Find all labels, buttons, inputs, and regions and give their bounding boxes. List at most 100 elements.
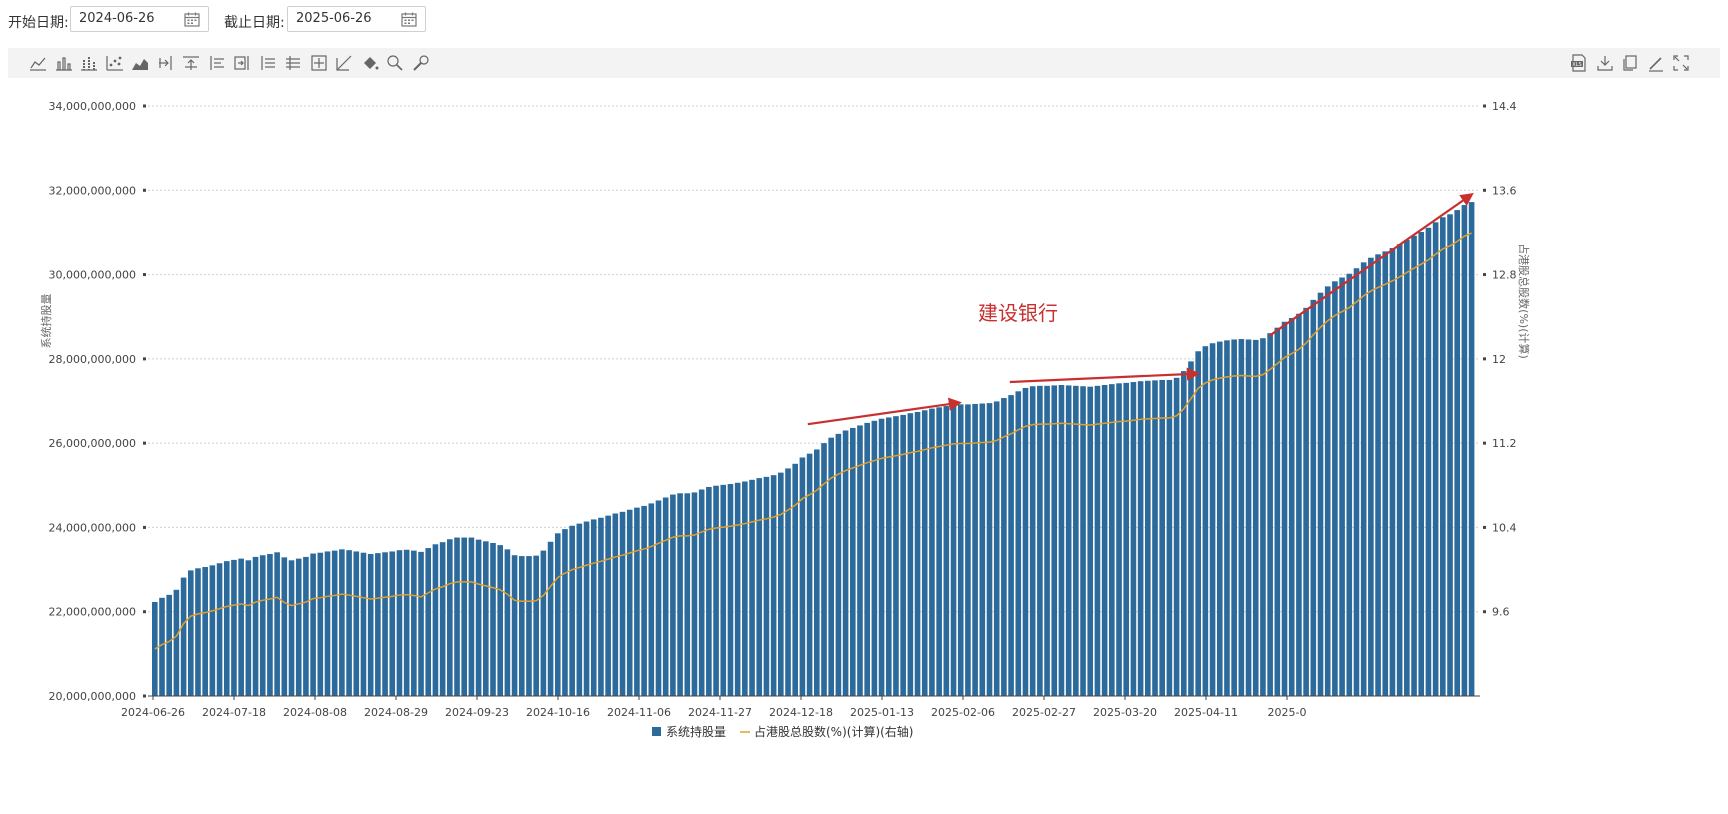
copy-icon[interactable]	[1621, 54, 1639, 72]
holding-bar	[821, 443, 827, 696]
holding-bar	[483, 541, 489, 696]
holding-bar	[1353, 268, 1360, 696]
trend-icon[interactable]	[335, 54, 353, 72]
holding-bar	[274, 552, 280, 696]
holding-bar	[382, 552, 388, 696]
holding-bar	[360, 552, 367, 696]
holding-bar	[1152, 380, 1158, 696]
holding-bar	[1044, 385, 1050, 696]
right-tick-mark	[1483, 273, 1486, 277]
holding-bar	[526, 556, 532, 696]
calendar-icon[interactable]	[401, 12, 417, 27]
holding-bar	[1180, 371, 1187, 696]
x-tick-label: 2024-11-06	[607, 706, 671, 719]
holding-bar	[590, 519, 597, 696]
start-date-field[interactable]	[70, 6, 209, 32]
area-chart-icon[interactable]	[131, 54, 149, 72]
holding-bar	[1238, 339, 1245, 696]
holding-bar	[1288, 317, 1295, 696]
holding-bar	[1382, 251, 1389, 696]
holding-bar	[540, 550, 547, 696]
annotation-arrow	[1268, 192, 1474, 337]
annotation-arrow	[807, 397, 962, 426]
scatter-icon[interactable]	[105, 54, 124, 72]
svg-text:XLS: XLS	[1572, 62, 1581, 68]
holding-bar	[310, 553, 316, 696]
holding-bar	[914, 411, 921, 696]
align-left-icon[interactable]	[208, 54, 226, 72]
right-tick-label: 14.4	[1492, 100, 1517, 113]
calendar-icon[interactable]	[184, 12, 200, 27]
holding-bar	[1461, 205, 1468, 696]
fill-bucket-icon[interactable]	[361, 54, 379, 72]
end-date-input[interactable]	[296, 11, 406, 26]
y-right-axis-title: 占港股总股数(%)(计算)	[1517, 243, 1531, 359]
holding-bar	[173, 589, 180, 696]
left-tick-mark	[143, 104, 146, 108]
holding-bar	[950, 404, 957, 696]
line-chart-icon[interactable]	[29, 54, 47, 72]
holding-bar	[1087, 386, 1094, 696]
holding-bar	[742, 481, 748, 696]
fullscreen-icon[interactable]	[1672, 54, 1690, 72]
stacked-bar-icon[interactable]	[80, 54, 98, 72]
holding-bar	[1425, 227, 1432, 697]
holding-bar	[245, 560, 252, 696]
list-center-icon[interactable]	[284, 54, 302, 72]
export-range-icon[interactable]	[157, 54, 175, 72]
x-tick-label: 2024-10-16	[526, 706, 590, 719]
holding-bar	[1411, 235, 1417, 697]
end-date-field[interactable]	[287, 6, 426, 32]
edit-icon[interactable]	[1647, 54, 1665, 72]
search-zoom-icon[interactable]	[386, 54, 404, 72]
holding-bar	[1267, 333, 1273, 696]
holding-bar	[195, 568, 201, 696]
date-filter-bar: 开始日期: 截止日期:	[0, 0, 1728, 44]
holding-bar	[612, 513, 619, 696]
holding-bar	[432, 544, 439, 696]
holding-bar	[749, 479, 755, 696]
holding-bar	[763, 476, 770, 696]
holding-bar	[1396, 244, 1403, 697]
left-tick-mark	[143, 188, 146, 192]
holding-bar	[842, 430, 849, 696]
holding-bar	[799, 457, 806, 696]
holding-bar	[1145, 380, 1151, 696]
left-tick-mark	[143, 525, 146, 529]
holding-bar	[1245, 339, 1252, 696]
x-tick-label: 2024-08-08	[283, 706, 347, 719]
zoom-frame-icon[interactable]	[310, 54, 328, 72]
left-tick-label: 24,000,000,000	[49, 521, 136, 534]
holding-bar	[1073, 385, 1079, 696]
bar-chart-icon[interactable]	[55, 54, 73, 72]
holding-bar	[547, 541, 554, 696]
holding-bar	[583, 521, 590, 696]
holding-bar	[1195, 351, 1201, 696]
right-tick-mark	[1483, 525, 1486, 529]
right-tick-label: 10.4	[1492, 521, 1517, 534]
holding-bar	[1109, 384, 1115, 696]
start-date-input[interactable]	[79, 11, 189, 26]
holding-bar	[670, 494, 676, 696]
holding-bar	[216, 563, 223, 696]
holding-bar	[677, 493, 683, 696]
list-left-icon[interactable]	[259, 54, 277, 72]
right-tick-label: 11.2	[1492, 437, 1517, 450]
holding-bar	[353, 551, 360, 696]
holding-bar	[1296, 313, 1302, 696]
legend-bar-swatch[interactable]	[652, 727, 661, 736]
holding-bar	[339, 549, 345, 696]
align-top-icon[interactable]	[182, 54, 200, 72]
holding-bar	[770, 475, 777, 696]
holding-bar	[835, 433, 842, 696]
holding-bar	[504, 549, 511, 696]
wrench-icon[interactable]	[412, 54, 430, 72]
holding-bar	[1116, 383, 1122, 696]
xls-export-icon[interactable]: XLS	[1570, 54, 1588, 72]
left-tick-label: 32,000,000,000	[49, 184, 136, 197]
holding-bar	[605, 515, 611, 696]
chart-toolbar: XLS	[8, 48, 1720, 78]
download-icon[interactable]	[1596, 54, 1614, 72]
right-tick-mark	[1483, 357, 1486, 361]
align-right-icon[interactable]	[233, 54, 251, 72]
